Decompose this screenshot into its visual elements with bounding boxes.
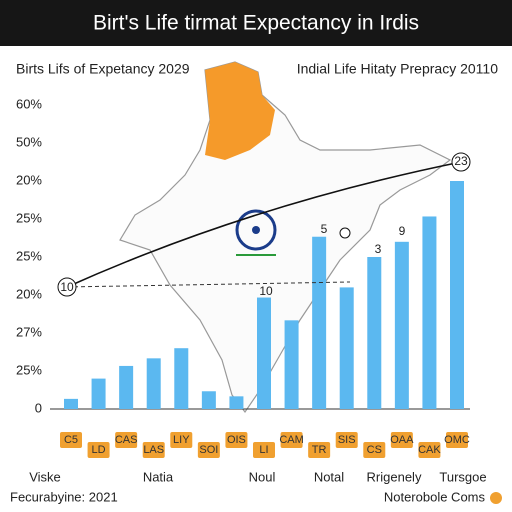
bar bbox=[422, 216, 437, 409]
x-tick-label: SIS bbox=[338, 434, 356, 446]
x-tick-label: CS bbox=[367, 444, 382, 456]
footer-left: Fecurabyine: 2021 bbox=[10, 489, 118, 504]
category-box bbox=[115, 432, 138, 448]
x-tick-label: SOI bbox=[199, 444, 218, 456]
category-box bbox=[308, 442, 331, 458]
y-tick-label: 20% bbox=[16, 286, 42, 301]
bar bbox=[284, 320, 299, 409]
map bbox=[119, 61, 452, 414]
bar bbox=[119, 365, 134, 409]
map-region bbox=[205, 62, 275, 160]
trend-dashed bbox=[66, 281, 351, 288]
bar bbox=[201, 391, 216, 409]
category-box bbox=[280, 432, 303, 448]
footer-icon bbox=[490, 492, 502, 504]
footer-right: Noterobole Coms bbox=[384, 489, 486, 504]
x-tick-label: LD bbox=[92, 444, 106, 456]
x-tick-label: OMC bbox=[444, 434, 470, 446]
x-tick-label: TR bbox=[312, 444, 327, 456]
chakra bbox=[235, 209, 277, 251]
category-box bbox=[170, 432, 193, 448]
bar bbox=[91, 378, 106, 409]
subtitle: Birts Lifs of Expetancy 2029 bbox=[16, 61, 190, 77]
group-label: Rrigenely bbox=[367, 469, 422, 484]
bar bbox=[174, 348, 189, 409]
bar bbox=[312, 236, 327, 409]
x-tick-label: LAS bbox=[143, 444, 164, 456]
category-box bbox=[60, 432, 82, 448]
y-tick-label: 60% bbox=[16, 96, 42, 111]
bar bbox=[450, 181, 464, 409]
category-box bbox=[446, 432, 468, 448]
trend-curve bbox=[66, 161, 462, 288]
x-tick-label: LI bbox=[259, 444, 268, 456]
group-label: Tursgoe bbox=[439, 469, 486, 484]
y-tick-label: 25% bbox=[16, 362, 42, 377]
group-label: Natia bbox=[143, 469, 174, 484]
x-tick-label: OIS bbox=[227, 434, 246, 446]
bar bbox=[229, 396, 244, 409]
category-box bbox=[197, 442, 220, 458]
x-tick-label: OAA bbox=[390, 434, 414, 446]
category-box bbox=[418, 442, 441, 458]
annotation: 10 bbox=[60, 280, 74, 294]
x-tick-label: C5 bbox=[64, 434, 78, 446]
group-label: Noul bbox=[249, 469, 276, 484]
y-tick-label: 25% bbox=[16, 248, 42, 263]
y-tick-label: 27% bbox=[16, 324, 42, 339]
category-box bbox=[225, 432, 248, 448]
x-tick-label: LIY bbox=[173, 434, 190, 446]
y-tick-label: 0 bbox=[35, 400, 42, 415]
y-tick-label: 20% bbox=[16, 172, 42, 187]
chart-title: Birt's Life tirmat Expectancy in Irdis bbox=[93, 12, 419, 35]
category-box bbox=[142, 442, 165, 458]
title-bar bbox=[0, 0, 512, 46]
bar bbox=[64, 398, 78, 409]
category-box bbox=[390, 432, 413, 448]
y-tick-label: 25% bbox=[16, 210, 42, 225]
chakra-hub bbox=[252, 226, 260, 234]
group-label: Notal bbox=[314, 469, 344, 484]
annotation: 5 bbox=[321, 222, 328, 236]
bar bbox=[367, 257, 382, 409]
marker-circle bbox=[339, 227, 351, 239]
category-box bbox=[335, 432, 358, 448]
x-tick-label: CAM bbox=[279, 434, 303, 446]
annotation: 10 bbox=[259, 284, 273, 298]
bar bbox=[146, 358, 161, 409]
y-tick-label: 50% bbox=[16, 134, 42, 149]
bar bbox=[394, 241, 409, 409]
annotation: 23 bbox=[454, 154, 468, 168]
category-box bbox=[87, 442, 110, 458]
marker-circle bbox=[57, 277, 77, 297]
bar bbox=[257, 297, 271, 409]
annotation: 9 bbox=[399, 224, 406, 238]
annotation: 3 bbox=[375, 242, 382, 256]
x-tick-label: CAK bbox=[418, 444, 441, 456]
subtitle-right: Indial Life Hitaty Prepracy 20110 bbox=[297, 61, 499, 77]
marker-circle bbox=[451, 152, 471, 172]
map-outline bbox=[119, 61, 452, 414]
category-box bbox=[253, 442, 275, 458]
x-tick-label: CAS bbox=[115, 434, 138, 446]
bar bbox=[339, 287, 354, 409]
category-box bbox=[363, 442, 386, 458]
group-label: Viske bbox=[29, 469, 61, 484]
